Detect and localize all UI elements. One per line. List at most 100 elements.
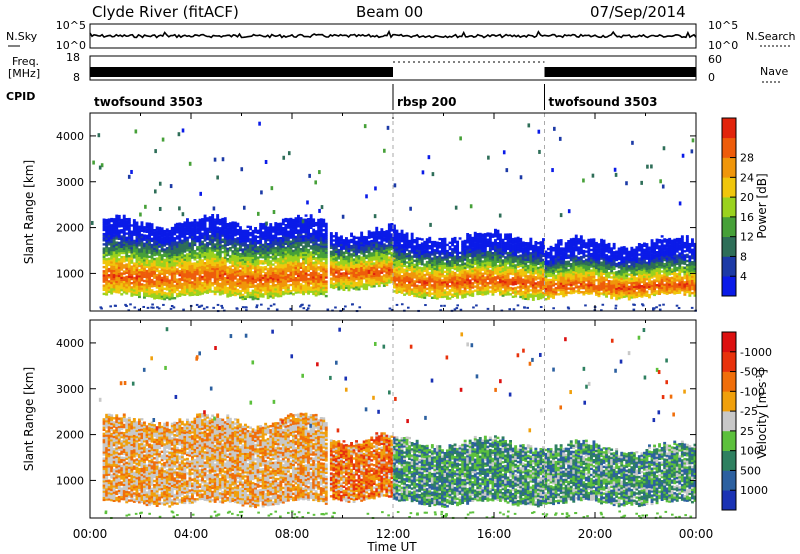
range-cell [173, 286, 177, 289]
range-cell [473, 233, 477, 237]
range-cell [458, 288, 462, 292]
range-cell [269, 225, 273, 228]
range-cell [516, 257, 520, 260]
range-cell [509, 268, 512, 271]
range-cell [451, 283, 454, 286]
range-cell [256, 289, 260, 292]
range-cell [107, 261, 111, 265]
range-cell [441, 242, 444, 245]
range-cell [370, 270, 374, 274]
range-cell [309, 222, 313, 225]
range-cell [504, 274, 507, 278]
range-cell [249, 250, 252, 253]
range-cell [441, 281, 444, 284]
range-cell [324, 226, 328, 230]
range-cell [223, 260, 227, 263]
range-cell [186, 228, 189, 231]
range-cell [228, 261, 232, 264]
range-cell [148, 249, 151, 252]
range-cell [491, 258, 495, 261]
range-cell [362, 254, 366, 257]
range-cell [211, 290, 215, 293]
range-cell [249, 240, 252, 243]
range-cell [453, 282, 457, 285]
range-cell [256, 262, 260, 265]
range-cell [266, 286, 270, 289]
range-cell [451, 295, 454, 298]
range-cell [107, 282, 111, 285]
range-cell [496, 277, 500, 280]
range-cell [319, 267, 323, 271]
range-cell [186, 286, 189, 289]
range-cell [302, 251, 305, 254]
range-cell [352, 281, 356, 284]
range-cell [115, 218, 119, 222]
range-cell [403, 289, 406, 292]
range-cell [239, 244, 242, 248]
range-cell [481, 237, 485, 240]
range-cell [251, 242, 255, 245]
range-cell [438, 283, 442, 286]
range-cell [511, 242, 515, 245]
range-cell [340, 272, 343, 275]
range-cell [499, 272, 502, 275]
range-cell [488, 273, 492, 277]
range-cell [145, 269, 149, 273]
range-cell [218, 286, 222, 290]
range-cell [264, 282, 268, 285]
range-cell [281, 233, 285, 236]
range-cell [218, 291, 222, 294]
range-cell [226, 243, 230, 246]
range-cell [178, 284, 182, 287]
range-cell [286, 234, 290, 238]
range-cell [408, 239, 411, 243]
range-cell [385, 283, 389, 287]
range-cell [163, 273, 167, 276]
range-cell [463, 241, 467, 245]
range-cell [347, 270, 351, 273]
range-cell [249, 238, 252, 241]
range-cell [246, 295, 250, 299]
range-cell [360, 256, 364, 259]
range-cell [228, 242, 232, 246]
range-cell [370, 283, 374, 286]
range-cell [122, 241, 126, 244]
range-cell [165, 251, 169, 254]
range-cell [322, 284, 326, 288]
range-cell [206, 254, 209, 257]
range-cell [352, 264, 356, 267]
range-cell [132, 225, 136, 228]
range-cell [246, 244, 250, 247]
range-cell [385, 234, 389, 237]
range-cell [458, 270, 462, 273]
range-cell [239, 230, 242, 233]
range-cell [130, 242, 134, 246]
range-cell [380, 261, 384, 264]
range-cell [400, 240, 404, 243]
range-cell [261, 278, 265, 282]
range-cell [332, 239, 336, 242]
range-cell [264, 278, 268, 281]
range-cell [244, 268, 247, 272]
range-cell [269, 291, 273, 294]
range-cell [186, 240, 189, 244]
range-cell [191, 287, 194, 290]
range-cell [117, 274, 121, 278]
range-cell [481, 285, 485, 288]
range-cell [357, 275, 361, 279]
range-cell [410, 259, 414, 262]
range-cell [430, 259, 434, 262]
range-cell [286, 218, 290, 221]
range-cell [145, 259, 149, 262]
range-cell [211, 261, 215, 264]
range-cell [380, 248, 384, 252]
range-cell [390, 262, 394, 265]
range-cell [390, 241, 394, 244]
range-cell [286, 249, 290, 252]
range-cell [380, 234, 384, 237]
range-cell [514, 280, 518, 284]
range-cell [193, 237, 197, 240]
range-cell [491, 245, 495, 249]
range-cell [468, 275, 472, 278]
range-cell [367, 240, 371, 243]
